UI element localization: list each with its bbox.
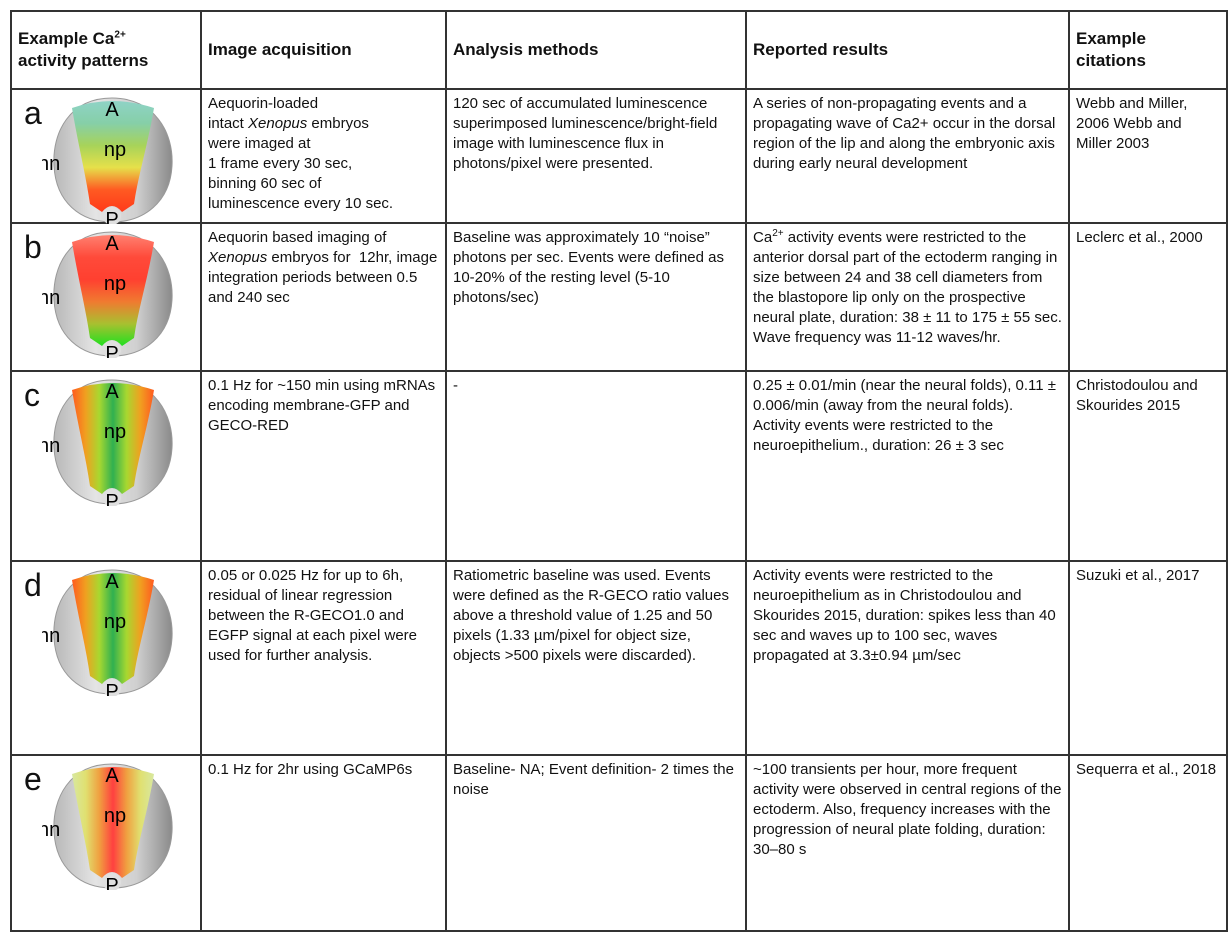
table-row: d A np nn P 0.05 or 0.025 Hz for up to 6… [10,560,1228,756]
table-row: a A np nn P Aequorin-loaded intact Xenopu… [10,88,1228,224]
results-cell: ~100 transients per hour, more frequent … [745,754,1070,932]
svg-text:nn: nn [42,435,60,457]
svg-text:P: P [105,209,118,224]
svg-text:A: A [105,571,119,593]
acquisition-cell: 0.05 or 0.025 Hz for up to 6h, residual … [200,560,447,756]
table-row: b A np nn P Aequorin based imaging of Xe… [10,222,1228,372]
svg-text:P: P [105,875,118,890]
results-cell: Ca2+ activity events were restricted to … [745,222,1070,372]
analysis-cell: Ratiometric baseline was used. Events we… [445,560,747,756]
citations-cell: Leclerc et al., 2000 [1068,222,1228,372]
analysis-cell: 120 sec of accumulated luminescence supe… [445,88,747,224]
acquisition-cell: Aequorin-loaded intact Xenopus embryos wer… [200,88,447,224]
analysis-cell: - [445,370,747,562]
table-row: e A np nn P 0.1 Hz for 2hr using GCaMP6s… [10,754,1228,932]
results-prefix: Ca [753,229,773,246]
embryo-diagram: A np nn P [42,569,173,696]
header-citations: Example citations [1068,10,1228,90]
panel-letter: d [24,567,42,603]
header-analysis: Analysis methods [445,10,747,90]
superscript: 2+ [114,29,126,41]
svg-text:P: P [105,343,118,358]
panel-letter: c [24,377,40,413]
svg-text:nn: nn [42,625,60,647]
header-row: Example Ca2+ activity patterns Image acqu… [10,10,1228,90]
embryo-diagram: A np nn P [42,379,173,506]
table-row: c A np nn P 0.1 Hz for ~150 min using mR… [10,370,1228,562]
header-results: Reported results [745,10,1070,90]
citations-cell: Suzuki et al., 2017 [1068,560,1228,756]
analysis-cell: Baseline was approximately 10 “noise” ph… [445,222,747,372]
superscript: 2+ [772,228,784,239]
pattern-cell: e A np nn P [10,754,202,932]
svg-text:P: P [105,681,118,696]
svg-text:A: A [105,233,119,255]
results-text: 0.25 ± 0.01/min (near the neural folds),… [753,377,1057,454]
citations-cell: Sequerra et al., 2018 [1068,754,1228,932]
pattern-cell: c A np nn P [10,370,202,562]
header-acquisition: Image acquisition [200,10,447,90]
svg-text:A: A [105,99,119,121]
results-text: Activity events were restricted to the n… [753,567,1056,664]
citations-cell: Webb and Miller, 2006 Webb and Miller 20… [1068,88,1228,224]
results-text: ~100 transients per hour, more frequent … [753,761,1062,858]
embryo-diagram: A np nn P [42,97,173,224]
analysis-cell: Baseline- NA; Event definition- 2 times … [445,754,747,932]
svg-text:nn: nn [42,819,60,841]
pattern-cell: d A np nn P [10,560,202,756]
calcium-activity-table: Example Ca2+ activity patterns Image acqu… [10,10,1228,932]
acquisition-cell: 0.1 Hz for ~150 min using mRNAs encoding… [200,370,447,562]
panel-letter: e [24,761,42,797]
results-cell: A series of non-propagating events and a… [745,88,1070,224]
embryo-diagram: A np nn P [42,231,173,358]
embryo-diagram: A np nn P [42,763,173,890]
results-cell: Activity events were restricted to the n… [745,560,1070,756]
acquisition-cell: 0.1 Hz for 2hr using GCaMP6s [200,754,447,932]
svg-text:P: P [105,491,118,506]
svg-text:np: np [104,139,126,161]
header-patterns: Example Ca2+ activity patterns [10,10,202,90]
svg-text:np: np [104,273,126,295]
acquisition-cell: Aequorin based imaging of Xenopus embryo… [200,222,447,372]
pattern-cell: b A np nn P [10,222,202,372]
results-cell: 0.25 ± 0.01/min (near the neural folds),… [745,370,1070,562]
citations-cell: Christodoulou and Skourides 2015 [1068,370,1228,562]
results-text: A series of non-propagating events and a… [753,95,1056,172]
svg-text:nn: nn [42,287,60,309]
svg-text:A: A [105,381,119,403]
svg-text:A: A [105,765,119,787]
panel-letter: a [24,95,42,131]
header-text: activity patterns [18,51,149,70]
svg-text:nn: nn [42,153,60,175]
svg-text:np: np [104,805,126,827]
svg-text:np: np [104,421,126,443]
svg-text:np: np [104,611,126,633]
header-text: Example Ca [18,29,115,48]
results-text: activity events were restricted to the a… [753,229,1062,346]
pattern-cell: a A np nn P [10,88,202,224]
panel-letter: b [24,229,42,265]
